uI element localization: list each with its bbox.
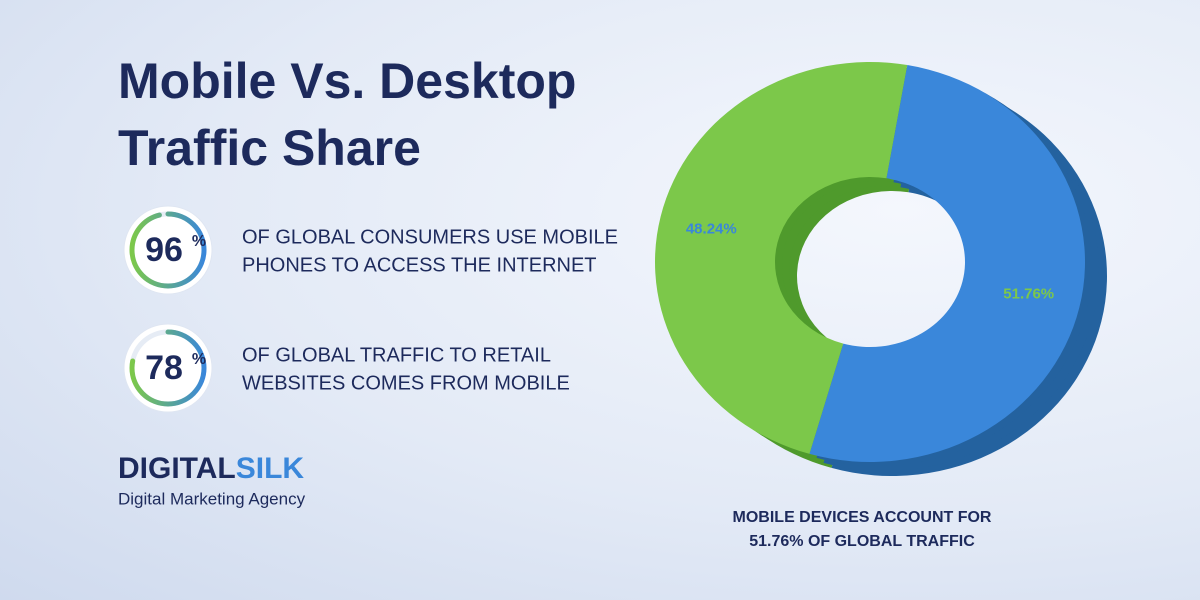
slice [655,62,908,454]
slice-label: 51.76% [1003,285,1054,302]
brand-part: SILK [236,452,305,485]
stat-text: WEBSITES COMES FROM MOBILE [242,372,570,394]
slice-label: 48.24% [686,221,737,238]
brand-tagline: Digital Marketing Agency [118,489,306,508]
slice [809,65,1085,462]
caption: 51.76% OF GLOBAL TRAFFIC [749,533,975,550]
stat-value: 78 [145,349,183,387]
brand-name: DIGITALSILK [118,452,304,485]
stat-unit: % [192,351,206,368]
title-line: Traffic Share [118,120,421,176]
stat-badge [123,323,213,413]
stat-text: OF GLOBAL CONSUMERS USE MOBILE [242,226,618,248]
stat-unit: % [192,233,206,250]
title-line: Mobile Vs. Desktop [118,53,576,109]
caption: MOBILE DEVICES ACCOUNT FOR [733,509,992,526]
stat-value: 96 [145,231,183,269]
stat-badge [123,205,213,295]
stat-ring [129,211,207,289]
stat-text: PHONES TO ACCESS THE INTERNET [242,254,597,276]
brand-part: DIGITAL [118,452,236,485]
stat-ring [129,329,207,407]
stat-text: OF GLOBAL TRAFFIC TO RETAIL [242,344,551,366]
